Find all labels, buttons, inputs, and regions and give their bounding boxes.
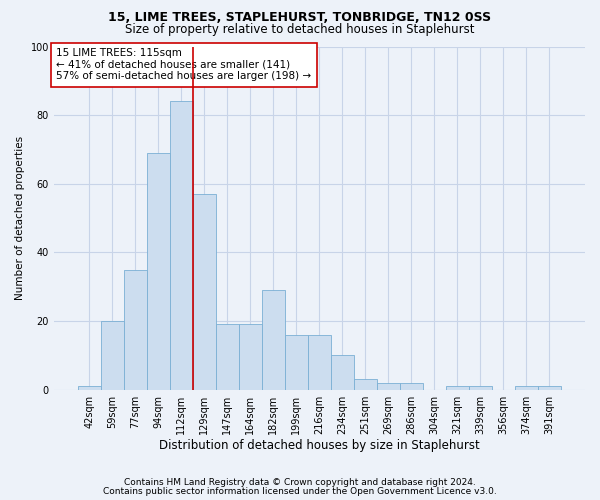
Bar [78,386,101,390]
Bar [400,383,423,390]
Bar [469,386,492,390]
Text: Contains HM Land Registry data © Crown copyright and database right 2024.: Contains HM Land Registry data © Crown c… [124,478,476,487]
Bar [262,290,285,390]
Bar [285,335,308,390]
Bar [538,386,561,390]
Bar [354,380,377,390]
Text: Size of property relative to detached houses in Staplehurst: Size of property relative to detached ho… [125,24,475,36]
Bar [147,153,170,390]
Bar [216,324,239,390]
Text: 15, LIME TREES, STAPLEHURST, TONBRIDGE, TN12 0SS: 15, LIME TREES, STAPLEHURST, TONBRIDGE, … [109,11,491,24]
Bar [124,270,147,390]
Text: 15 LIME TREES: 115sqm
← 41% of detached houses are smaller (141)
57% of semi-det: 15 LIME TREES: 115sqm ← 41% of detached … [56,48,311,82]
Bar [239,324,262,390]
Bar [170,102,193,390]
Bar [515,386,538,390]
Bar [446,386,469,390]
Bar [193,194,216,390]
Text: Contains public sector information licensed under the Open Government Licence v3: Contains public sector information licen… [103,487,497,496]
Bar [331,356,354,390]
X-axis label: Distribution of detached houses by size in Staplehurst: Distribution of detached houses by size … [159,440,480,452]
Y-axis label: Number of detached properties: Number of detached properties [15,136,25,300]
Bar [377,383,400,390]
Bar [101,321,124,390]
Bar [308,335,331,390]
